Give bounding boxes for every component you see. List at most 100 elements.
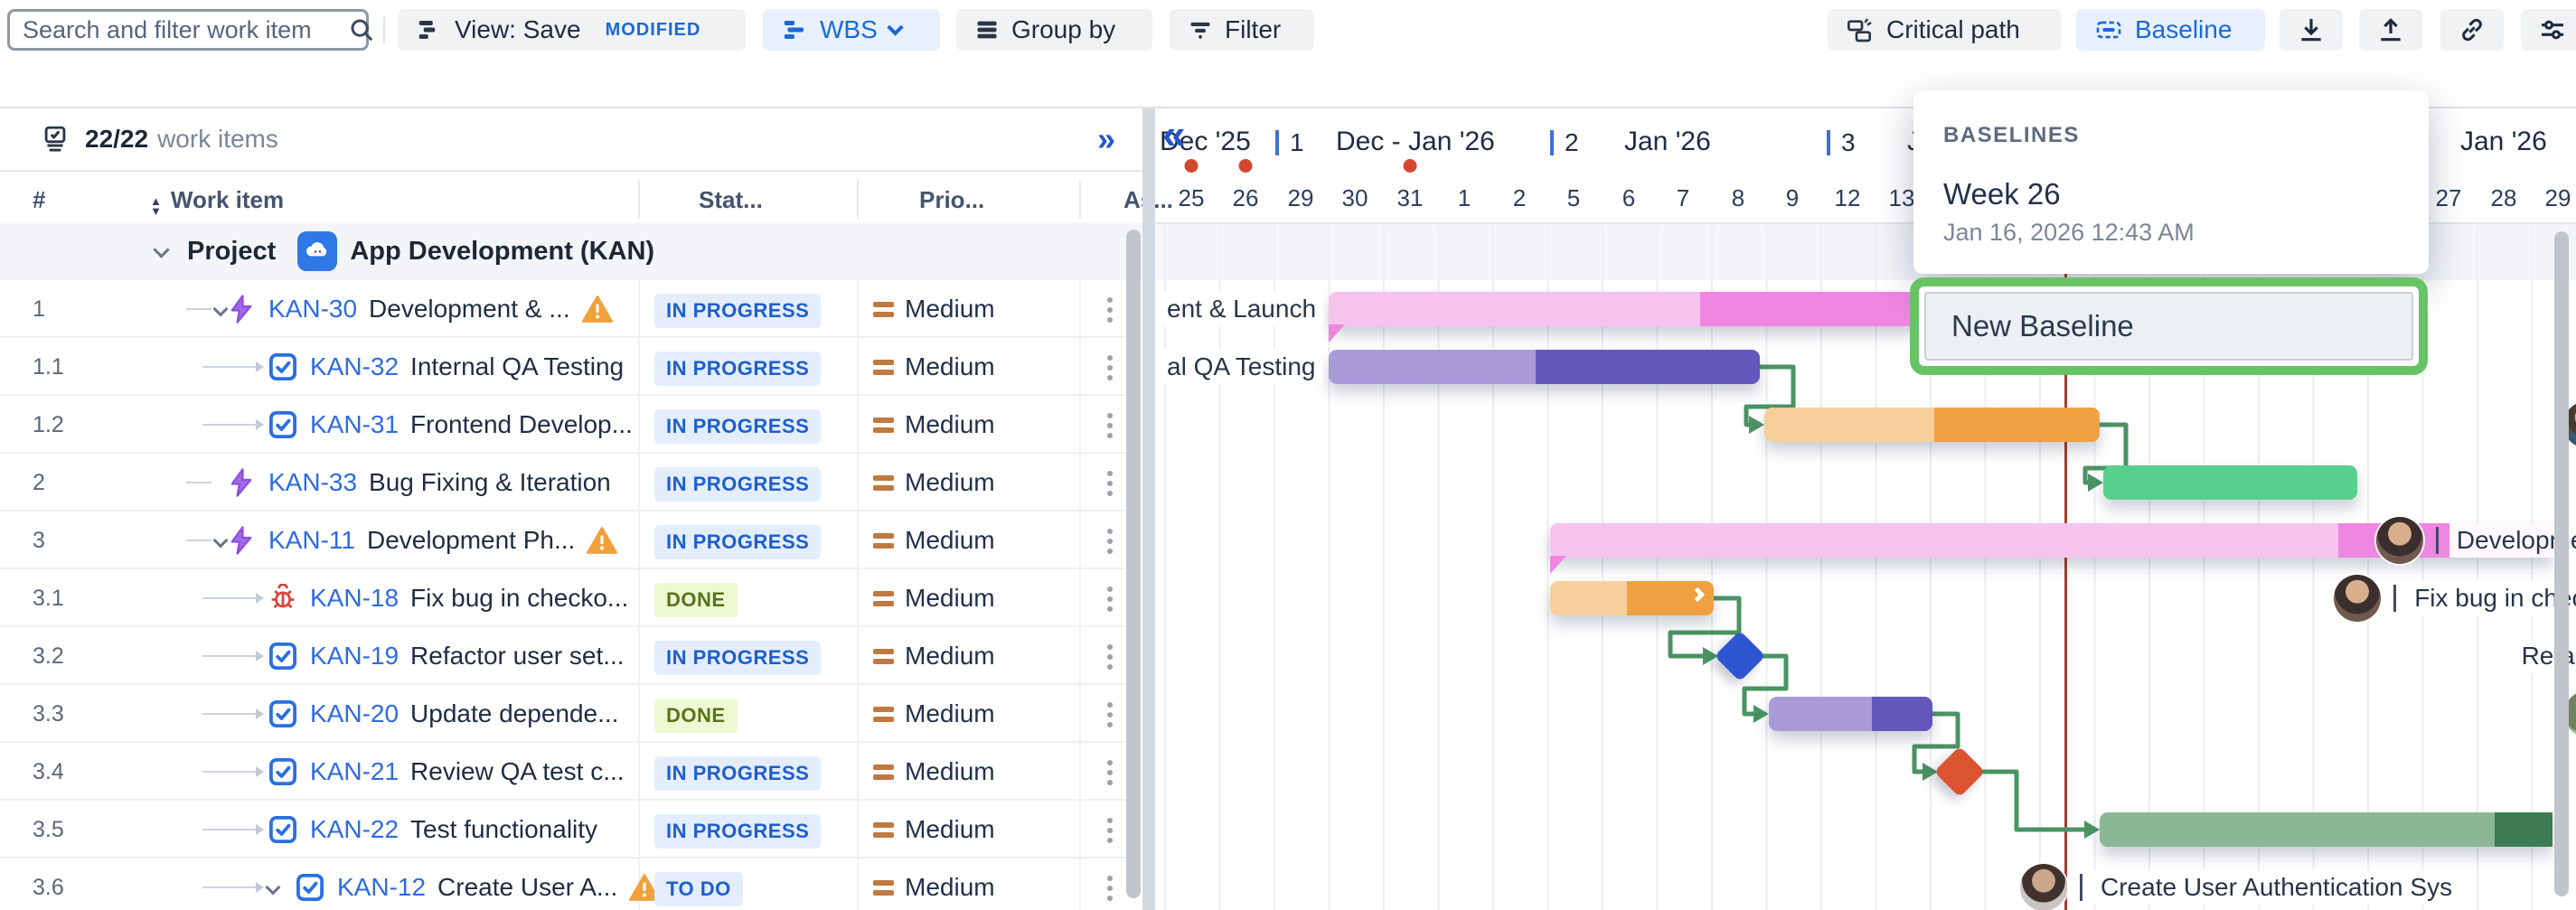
column-status[interactable]: Stat... bbox=[699, 186, 763, 213]
row-menu-button[interactable] bbox=[1092, 640, 1126, 674]
link-button[interactable] bbox=[2440, 9, 2504, 51]
baseline-icon bbox=[2094, 15, 2123, 44]
search-input[interactable] bbox=[7, 9, 373, 51]
row-menu-button[interactable] bbox=[1092, 524, 1126, 558]
baseline-button[interactable]: Baseline bbox=[2076, 9, 2265, 51]
row-number: 3.6 bbox=[33, 875, 64, 900]
settings-sliders-button[interactable] bbox=[2521, 9, 2576, 51]
column-work-item[interactable]: ▲ ▼ Work item bbox=[150, 186, 285, 218]
priority-cell: Medium bbox=[873, 685, 995, 743]
project-group-row[interactable]: Project App Development (KAN) bbox=[0, 222, 1142, 280]
row-menu-button[interactable] bbox=[1092, 351, 1126, 385]
timeline-month-label: Jan '26 bbox=[2460, 127, 2547, 156]
avatar bbox=[2020, 864, 2067, 910]
table-row[interactable]: 3.5 KAN-22 Test functionality IN PROGRES… bbox=[0, 801, 1126, 858]
table-row[interactable]: 3 KAN-11 Development Ph... IN PROGRESS M… bbox=[0, 511, 1126, 569]
gantt-bar[interactable] bbox=[1550, 581, 1714, 615]
gantt-bar[interactable] bbox=[1329, 350, 1760, 384]
chevron-down-icon[interactable] bbox=[153, 240, 170, 258]
row-menu-button[interactable] bbox=[1092, 293, 1126, 327]
new-baseline-button[interactable]: New Baseline bbox=[1924, 292, 2413, 361]
row-menu-button[interactable] bbox=[1092, 582, 1126, 616]
priority-cell: Medium bbox=[873, 569, 995, 627]
tree-line bbox=[202, 766, 264, 777]
task-icon bbox=[268, 756, 298, 787]
status-badge: IN PROGRESS bbox=[654, 756, 822, 791]
holiday-dot bbox=[1403, 159, 1417, 173]
timeline-day-label: 8 bbox=[1731, 184, 1745, 211]
table-row[interactable]: 1.1 KAN-32 Internal QA Testing IN PROGRE… bbox=[0, 338, 1126, 396]
view-save-button[interactable]: View: Save MODIFIED bbox=[398, 9, 746, 51]
chevron-down-icon[interactable] bbox=[265, 879, 281, 896]
download-button[interactable] bbox=[2280, 9, 2343, 51]
gantt-bar[interactable] bbox=[2103, 465, 2357, 500]
issue-key-link[interactable]: KAN-22 bbox=[310, 815, 400, 843]
tree-line bbox=[186, 308, 212, 310]
row-menu-button[interactable] bbox=[1092, 408, 1126, 443]
issue-key-link[interactable]: KAN-11 bbox=[268, 526, 355, 554]
issue-title: Bug Fixing & Iteration bbox=[369, 468, 611, 496]
row-menu-button[interactable] bbox=[1092, 466, 1126, 501]
status-badge: DONE bbox=[654, 699, 738, 733]
table-row[interactable]: 3.1 KAN-18 Fix bug in checko... DONE Med… bbox=[0, 569, 1126, 627]
items-count-label: work items bbox=[157, 125, 278, 153]
issue-key-link[interactable]: KAN-19 bbox=[310, 642, 400, 670]
issue-key-link[interactable]: KAN-18 bbox=[310, 584, 400, 612]
collapse-panel-icon[interactable]: « bbox=[1162, 110, 1186, 157]
table-row[interactable]: 1.2 KAN-31 Frontend Develop... IN PROGRE… bbox=[0, 396, 1126, 454]
gantt-bar[interactable] bbox=[1764, 408, 2100, 442]
critical-path-button[interactable]: Critical path bbox=[1828, 9, 2061, 51]
table-row[interactable]: 3.6 KAN-12 Create User A... TO DO Medium bbox=[0, 858, 1126, 910]
baseline-item[interactable]: Week 26 bbox=[1943, 177, 2061, 211]
issue-key-link[interactable]: KAN-20 bbox=[310, 699, 400, 727]
issue-title: Refactor user set... bbox=[410, 642, 625, 670]
panel-expand-icon[interactable]: » bbox=[1096, 120, 1115, 157]
row-menu-button[interactable] bbox=[1092, 755, 1126, 790]
table-row[interactable]: 3.3 KAN-20 Update depende... DONE Medium bbox=[0, 685, 1126, 743]
table-row[interactable]: 3.2 KAN-19 Refactor user set... IN PROGR… bbox=[0, 627, 1126, 685]
section-marker bbox=[1827, 130, 1830, 155]
table-row[interactable]: 3.4 KAN-21 Review QA test c... IN PROGRE… bbox=[0, 743, 1126, 801]
gantt-bar-label: Create User Authentication Sys bbox=[2020, 862, 2460, 910]
table-scrollbar[interactable] bbox=[1126, 230, 1141, 898]
upload-button[interactable] bbox=[2359, 9, 2422, 51]
row-menu-button[interactable] bbox=[1092, 871, 1126, 905]
panel-splitter[interactable] bbox=[1142, 108, 1155, 910]
row-menu-button[interactable] bbox=[1092, 698, 1126, 732]
priority-medium-icon bbox=[873, 706, 894, 722]
epic-icon bbox=[226, 525, 257, 556]
issue-title: Development & ... bbox=[369, 295, 570, 323]
issue-title: Review QA test c... bbox=[410, 757, 625, 785]
project-type-label: Project bbox=[187, 236, 277, 266]
issue-key-link[interactable]: KAN-32 bbox=[310, 352, 400, 380]
avatar bbox=[2334, 575, 2382, 622]
timeline-day-label: 26 bbox=[1232, 184, 1259, 211]
issue-key-link[interactable]: KAN-21 bbox=[310, 757, 400, 785]
tree-line bbox=[202, 419, 264, 430]
issue-key-link[interactable]: KAN-30 bbox=[268, 295, 358, 323]
work-item-rows: 1 KAN-30 Development & ... IN PROGRESS M… bbox=[0, 280, 1126, 910]
search-input-field[interactable] bbox=[10, 15, 348, 44]
column-num[interactable]: # bbox=[33, 186, 46, 213]
filter-button[interactable]: Filter bbox=[1170, 9, 1314, 51]
issue-key-link[interactable]: KAN-12 bbox=[337, 873, 427, 901]
panel-topbar: 22/22 work items » bbox=[0, 108, 1142, 172]
row-menu-button[interactable] bbox=[1092, 813, 1126, 848]
gantt-bar[interactable] bbox=[1769, 697, 1932, 731]
column-priority[interactable]: Prio... bbox=[919, 186, 985, 213]
status-badge: DONE bbox=[654, 583, 738, 617]
group-by-button[interactable]: Group by bbox=[956, 9, 1152, 51]
section-number: 1 bbox=[1290, 128, 1304, 156]
timeline-day-label: 1 bbox=[1457, 184, 1471, 211]
table-row[interactable]: 2 KAN-33 Bug Fixing & Iteration IN PROGR… bbox=[0, 454, 1126, 511]
row-number: 3.5 bbox=[33, 817, 64, 842]
gantt-scrollbar[interactable] bbox=[2554, 231, 2569, 896]
gantt-bar[interactable] bbox=[2100, 812, 2552, 847]
issue-key-link[interactable]: KAN-33 bbox=[268, 468, 358, 496]
gantt-bar-label: al QA Testing bbox=[1160, 342, 1323, 392]
search-icon bbox=[348, 16, 375, 43]
timeline-month-label: Jan '26 bbox=[1624, 127, 1711, 156]
table-row[interactable]: 1 KAN-30 Development & ... IN PROGRESS M… bbox=[0, 280, 1126, 338]
wbs-dropdown-button[interactable]: WBS bbox=[763, 9, 940, 51]
issue-key-link[interactable]: KAN-31 bbox=[310, 410, 400, 438]
